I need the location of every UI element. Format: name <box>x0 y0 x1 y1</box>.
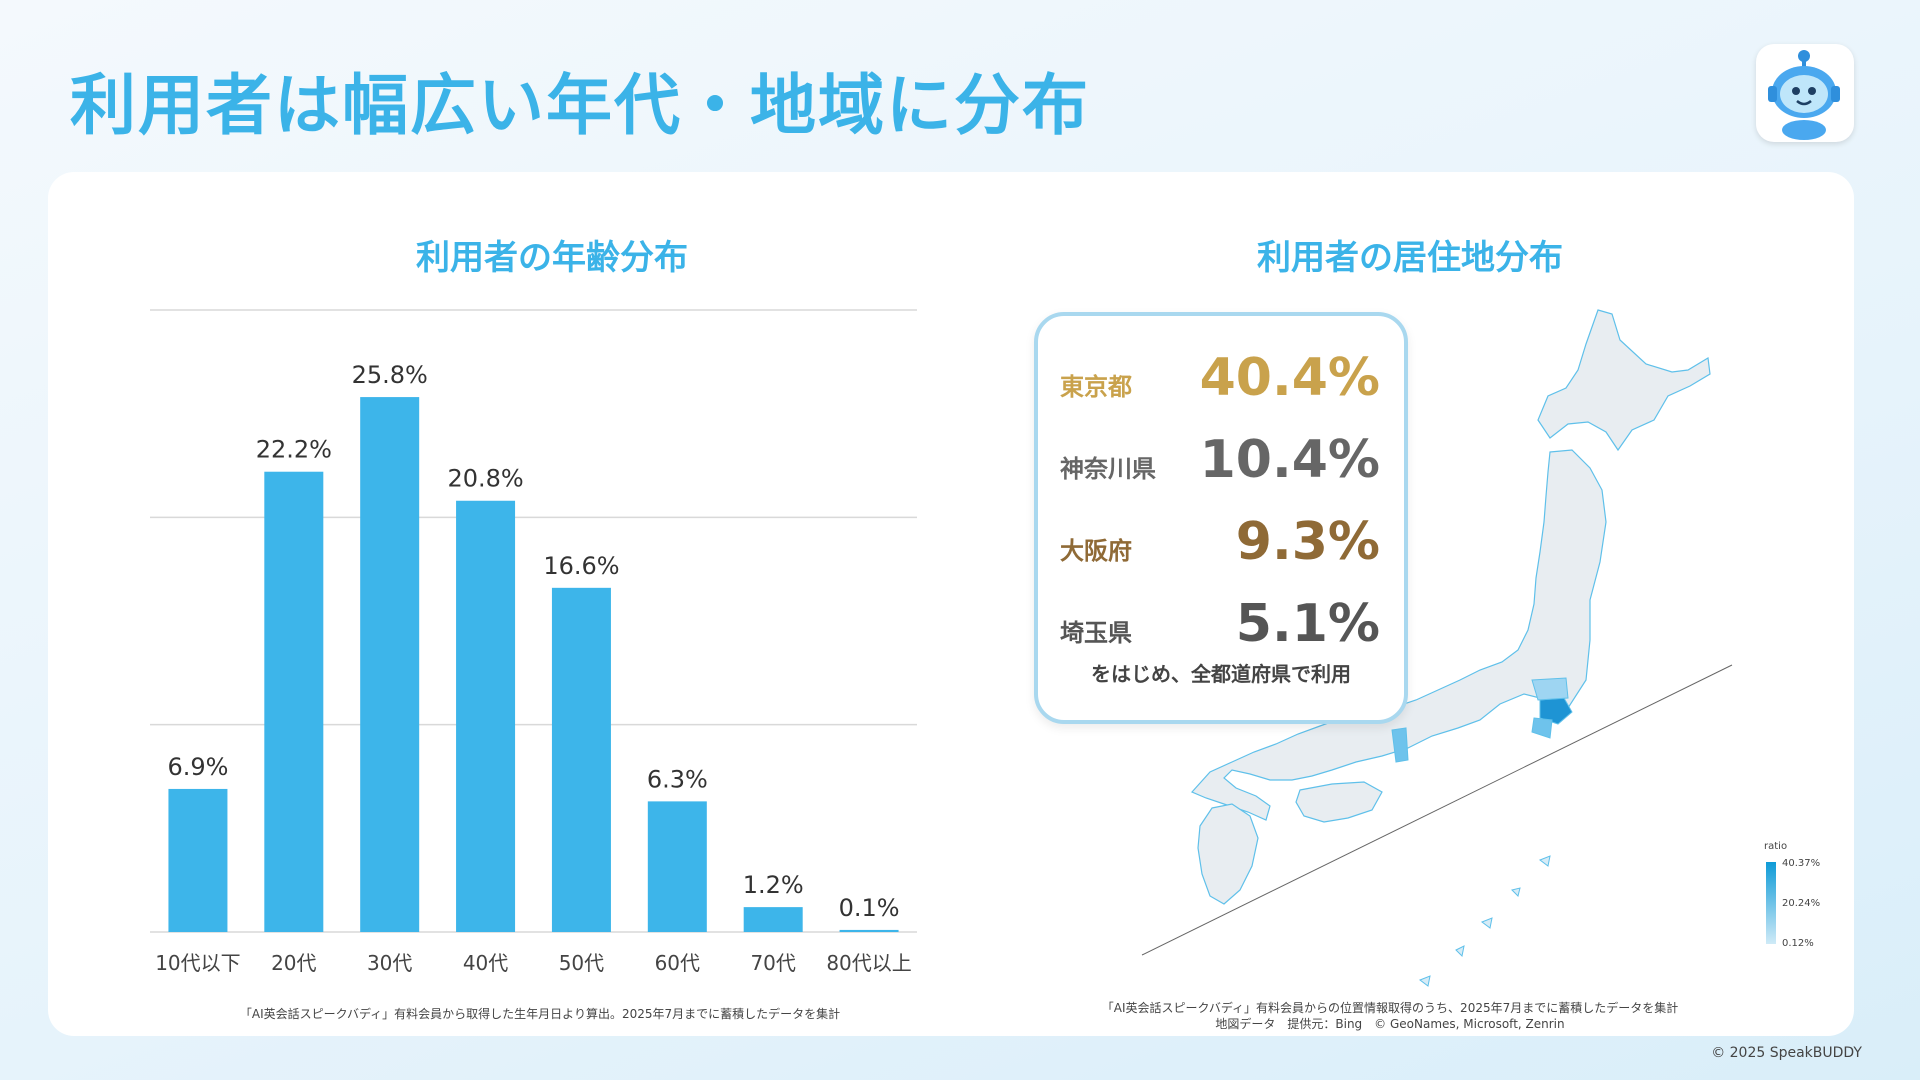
bar <box>360 397 420 932</box>
x-tick-label: 10代以下 <box>155 951 240 975</box>
robot-mascot-icon <box>1768 50 1840 140</box>
region-note-line-2: 地図データ 提供元：Bing © GeoNames, Microsoft, Ze… <box>1215 1017 1565 1031</box>
region-note-line-1: 「AI英会話スピークバディ」有料会員からの位置情報取得のうち、2025年7月まで… <box>1101 1001 1679 1015</box>
x-tick-label: 70代 <box>750 951 795 975</box>
stat-row-tokyo: 東京都 40.4% <box>1060 338 1380 408</box>
legend-tick: 40.37% <box>1782 858 1821 869</box>
bar-value-label: 6.9% <box>167 753 228 781</box>
speakbuddy-logo <box>1756 44 1854 142</box>
x-tick-label: 60代 <box>655 951 700 975</box>
stats-footer: をはじめ、全都道府県で利用 <box>1091 662 1351 686</box>
x-tick-label: 40代 <box>463 951 508 975</box>
stat-value: 9.3% <box>1235 512 1380 572</box>
bar <box>456 500 516 932</box>
region-panel-title: 利用者の居住地分布 <box>1257 238 1563 278</box>
stat-value: 5.1% <box>1235 594 1380 654</box>
stat-name: 神奈川県 <box>1060 455 1156 483</box>
page-title: 利用者は幅広い年代・地域に分布 <box>70 67 1090 144</box>
hokkaido-region <box>1537 309 1711 452</box>
japan-map <box>1141 309 1733 987</box>
legend-title: ratio <box>1764 841 1788 852</box>
age-bar-chart: 6.9% 10代以下 22.2% 20代 25.8% 30代 20.8% 40代 16.6% 50… <box>150 309 917 975</box>
bar <box>839 929 899 932</box>
bar-value-label: 22.2% <box>256 436 332 464</box>
x-tick-label: 80代以上 <box>826 951 911 975</box>
nansei-islands <box>1418 855 1551 987</box>
x-tick-label: 30代 <box>367 951 412 975</box>
bar <box>647 801 707 932</box>
stat-name: 大阪府 <box>1060 537 1132 565</box>
okinawa-separator <box>1141 664 1733 956</box>
bar <box>168 788 228 932</box>
saitama-region <box>1531 677 1569 701</box>
legend-color-scale <box>1766 862 1776 944</box>
bar-value-label: 1.2% <box>743 871 804 899</box>
bar-value-label: 0.1% <box>839 894 900 922</box>
legend-tick: 20.24% <box>1782 898 1821 909</box>
osaka-region <box>1391 727 1409 763</box>
region-panel-note: 「AI英会話スピークバディ」有料会員からの位置情報取得のうち、2025年7月まで… <box>1080 1000 1700 1032</box>
bar <box>743 907 803 932</box>
stat-row-saitama: 埼玉県 5.1% <box>1060 584 1380 654</box>
stat-value: 10.4% <box>1199 430 1380 490</box>
copyright: © 2025 SpeakBUDDY <box>1711 1045 1862 1061</box>
age-panel-note: 「AI英会話スピークバディ」有料会員から取得した生年月日より算出。2025年7月… <box>239 1007 841 1021</box>
stat-name: 東京都 <box>1060 373 1132 401</box>
bar-value-label: 16.6% <box>543 552 619 580</box>
stat-row-kanagawa: 神奈川県 10.4% <box>1060 420 1380 490</box>
shikoku-region <box>1295 781 1383 823</box>
x-tick-label: 50代 <box>559 951 604 975</box>
bar-value-label: 20.8% <box>447 465 523 493</box>
x-tick-label: 20代 <box>271 951 316 975</box>
stat-name: 埼玉県 <box>1060 619 1132 647</box>
bar <box>264 471 324 932</box>
region-stats-box: 東京都 40.4% 神奈川県 10.4% 大阪府 9.3% 埼玉県 5.1% を… <box>1034 312 1408 724</box>
age-panel-title: 利用者の年齢分布 <box>416 238 688 278</box>
bar-value-label: 6.3% <box>647 765 708 793</box>
kyushu-region <box>1197 803 1259 905</box>
legend-tick: 0.12% <box>1782 938 1814 949</box>
kanagawa-region <box>1531 717 1553 739</box>
bar-value-label: 25.8% <box>352 361 428 389</box>
stat-value: 40.4% <box>1199 348 1380 408</box>
stat-row-osaka: 大阪府 9.3% <box>1060 502 1380 572</box>
bar <box>551 587 611 932</box>
